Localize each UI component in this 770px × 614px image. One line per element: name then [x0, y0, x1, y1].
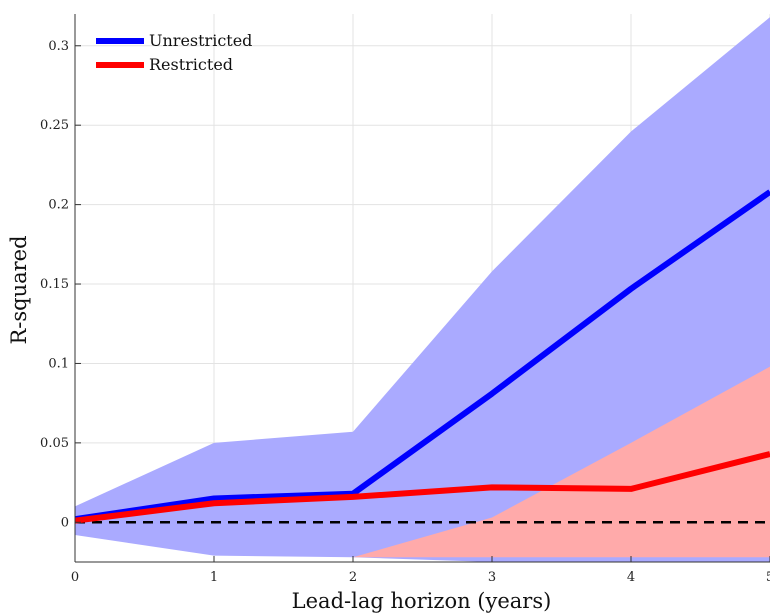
y-tick-label: 0	[61, 515, 69, 530]
line-restricted	[75, 451, 770, 524]
x-tick-label: 5	[766, 570, 770, 585]
legend-label-restricted: Restricted	[149, 55, 233, 74]
y-tick-label: 0.15	[40, 277, 69, 292]
axes	[74, 14, 770, 563]
band-unrestricted	[75, 17, 770, 562]
x-tick-label: 4	[627, 570, 635, 585]
legend-label-unrestricted: Unrestricted	[149, 31, 252, 50]
tick-labels: 0 1 2 3 4 5 0 0.05 0.1 0.15 0.2 0.25 0.3	[40, 39, 770, 585]
y-axis-label: R-squared	[7, 235, 31, 344]
y-tick-label: 0.25	[40, 118, 69, 133]
y-tick-label: 0.2	[48, 198, 69, 213]
series-lines	[75, 189, 770, 524]
y-tick-label: 0.05	[40, 436, 69, 451]
x-tick-label: 3	[488, 570, 496, 585]
y-tick-label: 0.3	[48, 39, 69, 54]
line-unrestricted	[75, 189, 770, 523]
x-axis-label: Lead-lag horizon (years)	[292, 589, 552, 613]
x-tick-label: 2	[349, 570, 357, 585]
y-tick-label: 0.1	[48, 356, 69, 371]
x-tick-label: 1	[210, 570, 218, 585]
legend: Unrestricted Restricted	[96, 31, 252, 74]
band-restricted	[75, 366, 770, 562]
x-tick-label: 0	[71, 570, 79, 585]
confidence-bands	[75, 17, 770, 562]
